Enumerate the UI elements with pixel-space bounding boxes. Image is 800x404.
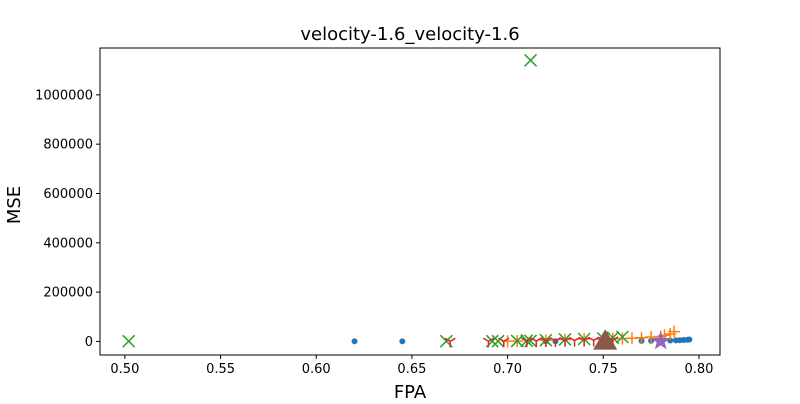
data-point <box>615 330 629 344</box>
data-point <box>444 337 456 348</box>
y-tick-label: 0 <box>85 335 93 350</box>
x-axis-ticks: 0.50 0.55 0.60 0.65 0.70 0.75 0.80 <box>110 355 713 377</box>
data-point <box>577 332 591 346</box>
data-point <box>122 334 136 348</box>
data-point <box>524 53 538 67</box>
y-tick-label: 400000 <box>43 236 93 251</box>
data-point <box>558 332 572 346</box>
x-tick-label: 0.50 <box>110 362 139 377</box>
data-point <box>593 329 618 350</box>
x-tick-label: 0.65 <box>397 362 426 377</box>
y-axis-label: MSE <box>4 186 25 224</box>
x-tick-label: 0.75 <box>589 362 618 377</box>
x-tick-label: 0.80 <box>684 362 713 377</box>
y-tick-label: 600000 <box>43 187 93 202</box>
data-point <box>510 334 524 348</box>
data-point <box>482 337 495 348</box>
data-point <box>351 338 358 345</box>
y-tick-label: 1000000 <box>35 88 93 103</box>
data-point <box>651 331 671 350</box>
data-point <box>668 325 681 338</box>
x-tick-label: 0.70 <box>493 362 522 377</box>
x-tick-label: 0.60 <box>302 362 331 377</box>
chart-title: velocity-1.6_velocity-1.6 <box>300 24 519 45</box>
x-axis-label: FPA <box>394 382 427 400</box>
data-point <box>686 336 693 343</box>
data-marks <box>122 53 693 350</box>
data-point <box>399 338 406 345</box>
y-tick-label: 800000 <box>43 138 93 153</box>
data-point <box>491 334 505 348</box>
plot-area <box>99 47 721 356</box>
x-tick-label: 0.55 <box>206 362 235 377</box>
data-point <box>498 337 510 348</box>
y-tick-label: 200000 <box>43 286 93 301</box>
y-axis-ticks: 0 200000 400000 600000 800000 1000000 <box>35 88 100 350</box>
